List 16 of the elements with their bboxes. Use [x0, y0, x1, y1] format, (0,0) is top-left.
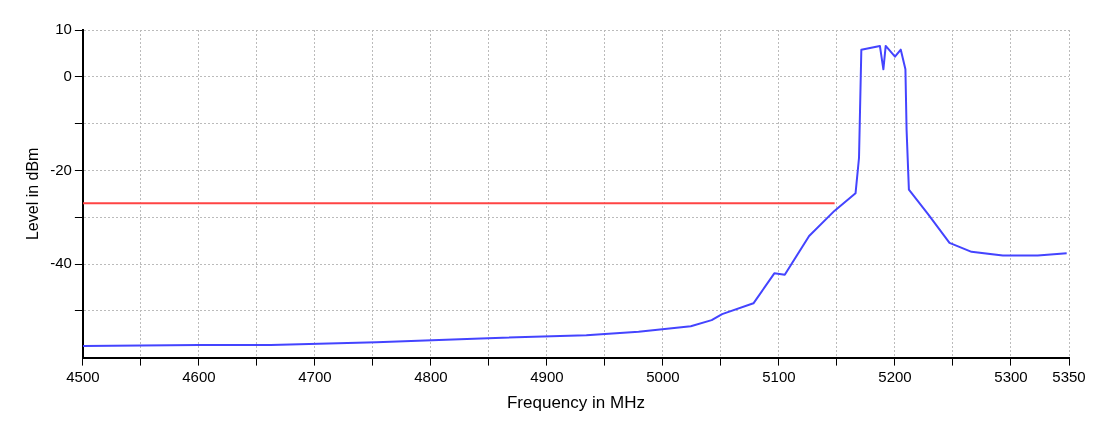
x-tick-label: 4900 [530, 367, 564, 385]
x-tick-label: 4500 [66, 367, 100, 385]
x-tick-label: 4600 [182, 367, 216, 385]
x-tick-label: 5000 [646, 367, 680, 385]
x-tick-label: 5350 [1052, 367, 1086, 385]
y-tick-label: -40 [50, 254, 72, 272]
x-tick-label: 5300 [994, 367, 1028, 385]
y-tick-label: 10 [55, 20, 72, 38]
x-axis-title: Frequency in MHz [506, 393, 645, 413]
y-tick-label: -20 [50, 160, 72, 178]
y-axis-title: Level in dBm [24, 147, 42, 241]
x-tick-label: 5200 [878, 367, 912, 385]
x-tick-label: 5100 [762, 367, 796, 385]
x-tick-label: 4800 [414, 367, 448, 385]
y-tick-label: 0 [63, 66, 72, 84]
x-tick-label: 4700 [298, 367, 332, 385]
